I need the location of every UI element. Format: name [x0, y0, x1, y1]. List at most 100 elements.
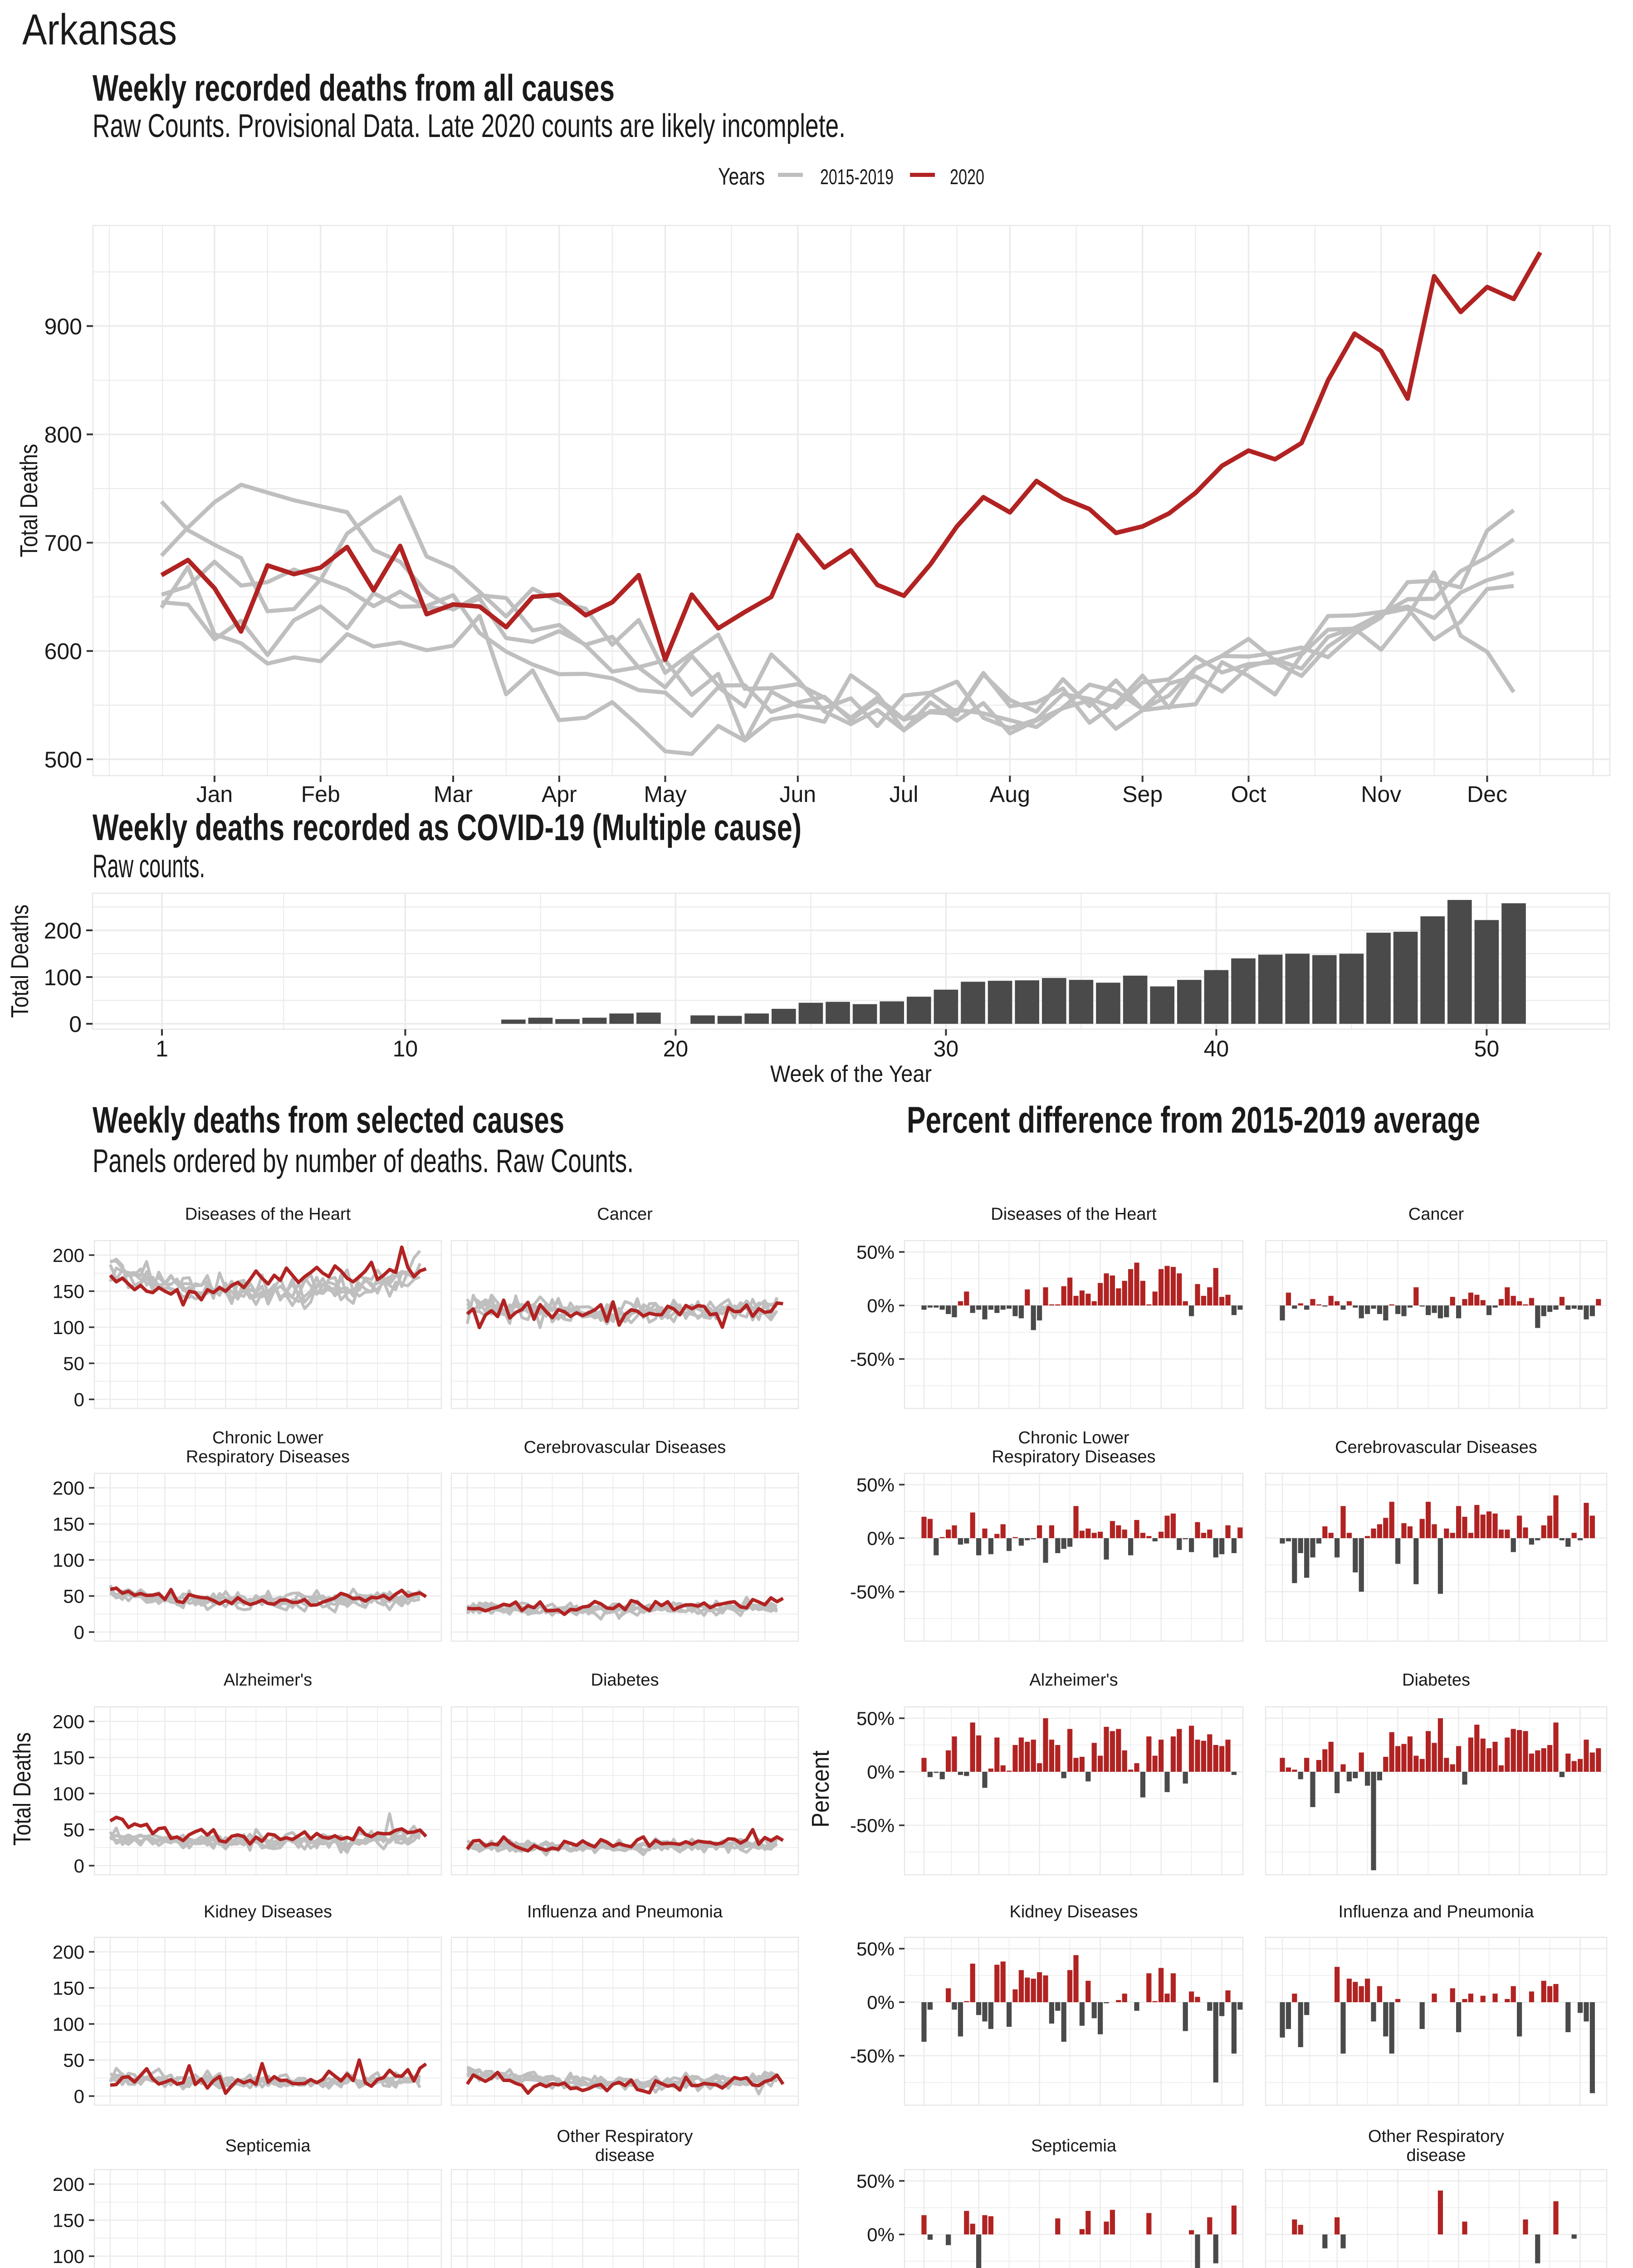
svg-text:Influenza and Pneumonia: Influenza and Pneumonia [1339, 1902, 1535, 1921]
svg-text:0: 0 [69, 1012, 82, 1037]
svg-text:200: 200 [53, 2174, 84, 2195]
svg-text:-50%: -50% [850, 1349, 895, 1370]
svg-text:200: 200 [44, 918, 82, 943]
svg-text:Other Respiratory: Other Respiratory [1368, 2127, 1504, 2146]
svg-text:Percent: Percent [807, 1750, 834, 1828]
svg-text:50: 50 [63, 2050, 84, 2071]
svg-text:Total Deaths: Total Deaths [9, 1732, 36, 1846]
svg-text:Arkansas: Arkansas [22, 5, 177, 54]
svg-text:Diabetes: Diabetes [591, 1671, 659, 1690]
svg-text:Kidney Diseases: Kidney Diseases [1009, 1902, 1138, 1921]
svg-text:May: May [644, 782, 686, 807]
svg-text:100: 100 [53, 1317, 84, 1338]
svg-text:Percent difference from 2015-2: Percent difference from 2015-2019 averag… [907, 1100, 1480, 1141]
svg-text:50%: 50% [856, 2170, 895, 2192]
svg-text:2015-2019: 2015-2019 [820, 165, 894, 189]
svg-text:100: 100 [53, 1549, 84, 1571]
svg-text:Weekly deaths recorded as COVI: Weekly deaths recorded as COVID-19 (Mult… [93, 807, 802, 848]
svg-text:0%: 0% [867, 1528, 895, 1549]
svg-text:Diabetes: Diabetes [1402, 1671, 1470, 1690]
svg-text:-50%: -50% [850, 1815, 895, 1836]
svg-text:150: 150 [53, 1514, 84, 1535]
svg-text:0%: 0% [867, 1295, 895, 1316]
svg-text:1: 1 [156, 1036, 168, 1061]
svg-text:Years: Years [718, 163, 765, 190]
svg-text:150: 150 [53, 1747, 84, 1769]
svg-text:100: 100 [53, 2246, 84, 2267]
svg-text:Influenza and Pneumonia: Influenza and Pneumonia [527, 1902, 723, 1921]
svg-text:30: 30 [934, 1036, 959, 1061]
svg-text:50%: 50% [856, 1474, 895, 1496]
svg-text:Alzheimer's: Alzheimer's [1029, 1671, 1118, 1690]
svg-text:600: 600 [44, 639, 82, 664]
svg-text:Panels ordered by number of de: Panels ordered by number of deaths. Raw … [93, 1143, 634, 1179]
svg-text:Total Deaths: Total Deaths [6, 904, 34, 1018]
svg-text:-50%: -50% [850, 1581, 895, 1603]
svg-text:50%: 50% [856, 1938, 895, 1960]
svg-text:0: 0 [74, 2086, 84, 2107]
svg-text:50: 50 [63, 1353, 84, 1374]
svg-text:Cancer: Cancer [597, 1205, 653, 1224]
svg-text:Cancer: Cancer [1408, 1205, 1464, 1224]
svg-text:Sep: Sep [1122, 782, 1163, 807]
svg-text:200: 200 [53, 1711, 84, 1732]
svg-text:Oct: Oct [1231, 782, 1266, 807]
svg-text:Kidney Diseases: Kidney Diseases [204, 1902, 332, 1921]
svg-text:10: 10 [393, 1036, 418, 1061]
svg-text:200: 200 [53, 1245, 84, 1266]
svg-text:Respiratory Diseases: Respiratory Diseases [992, 1447, 1155, 1466]
svg-text:500: 500 [44, 747, 82, 772]
svg-text:100: 100 [53, 1783, 84, 1804]
svg-text:Week of the Year: Week of the Year [770, 1061, 932, 1087]
svg-text:900: 900 [44, 314, 82, 339]
svg-text:Total Deaths: Total Deaths [15, 444, 43, 557]
svg-text:0%: 0% [867, 2224, 895, 2245]
svg-text:20: 20 [663, 1036, 689, 1061]
svg-text:Cerebrovascular Diseases: Cerebrovascular Diseases [1335, 1438, 1537, 1457]
svg-text:Chronic Lower: Chronic Lower [212, 1428, 323, 1447]
svg-text:Apr: Apr [542, 782, 577, 807]
svg-text:Jul: Jul [890, 782, 919, 807]
svg-text:Cerebrovascular Diseases: Cerebrovascular Diseases [524, 1438, 726, 1457]
svg-text:Other Respiratory: Other Respiratory [557, 2127, 693, 2146]
svg-text:Diseases of the Heart: Diseases of the Heart [185, 1205, 351, 1224]
svg-text:Feb: Feb [301, 782, 340, 807]
svg-text:Jun: Jun [779, 782, 816, 807]
svg-text:700: 700 [44, 530, 82, 556]
svg-text:disease: disease [1407, 2146, 1466, 2165]
svg-text:2020: 2020 [950, 165, 984, 189]
svg-text:50: 50 [1474, 1036, 1500, 1061]
svg-text:disease: disease [595, 2146, 655, 2165]
svg-text:200: 200 [53, 1477, 84, 1499]
svg-text:Aug: Aug [990, 782, 1030, 807]
svg-text:Mar: Mar [434, 782, 473, 807]
svg-text:800: 800 [44, 422, 82, 448]
svg-text:Weekly recorded deaths from al: Weekly recorded deaths from all causes [93, 68, 615, 109]
svg-text:50: 50 [63, 1586, 84, 1607]
svg-text:150: 150 [53, 1281, 84, 1302]
svg-text:200: 200 [53, 1941, 84, 1963]
svg-text:100: 100 [53, 2014, 84, 2035]
svg-text:Raw counts.: Raw counts. [93, 848, 205, 885]
svg-text:150: 150 [53, 1978, 84, 1999]
svg-text:0: 0 [74, 1389, 84, 1410]
svg-text:Diseases of the Heart: Diseases of the Heart [991, 1205, 1157, 1224]
svg-text:100: 100 [44, 965, 82, 990]
svg-text:Weekly deaths from selected ca: Weekly deaths from selected causes [93, 1100, 564, 1141]
svg-text:Septicemia: Septicemia [225, 2136, 311, 2156]
svg-text:0%: 0% [867, 1992, 895, 2013]
svg-text:0: 0 [74, 1855, 84, 1877]
svg-text:Respiratory Diseases: Respiratory Diseases [186, 1447, 350, 1466]
svg-text:150: 150 [53, 2210, 84, 2231]
svg-text:Septicemia: Septicemia [1031, 2136, 1117, 2156]
svg-text:Alzheimer's: Alzheimer's [224, 1671, 312, 1690]
svg-text:0: 0 [74, 1622, 84, 1643]
svg-text:-50%: -50% [850, 2045, 895, 2067]
svg-text:Nov: Nov [1361, 782, 1401, 807]
svg-text:Chronic Lower: Chronic Lower [1018, 1428, 1129, 1447]
svg-text:Raw Counts. Provisional Data.: Raw Counts. Provisional Data. Late 2020 … [93, 108, 846, 144]
svg-text:Jan: Jan [196, 782, 233, 807]
svg-text:50%: 50% [856, 1242, 895, 1263]
svg-text:50: 50 [63, 1819, 84, 1841]
svg-text:40: 40 [1204, 1036, 1229, 1061]
